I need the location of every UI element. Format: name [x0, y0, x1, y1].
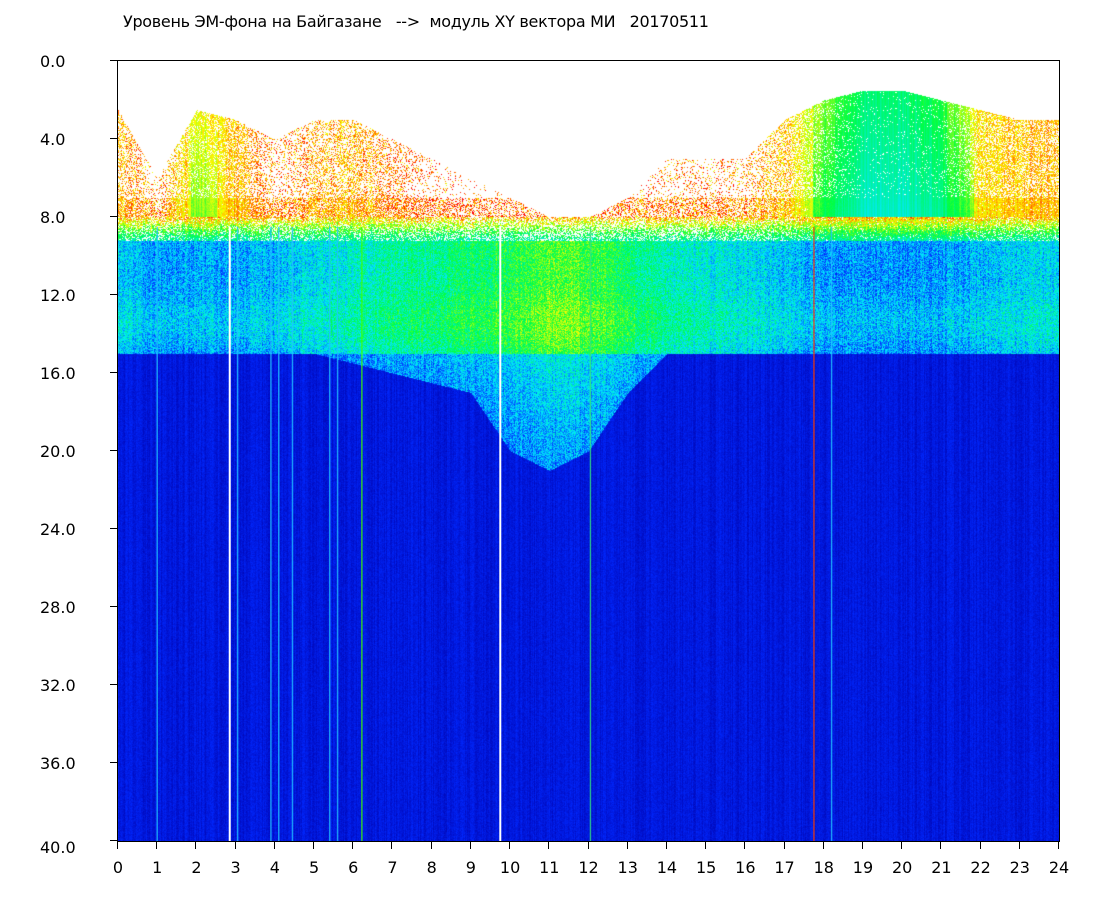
x-tick [430, 841, 432, 849]
y-tick-label: 28.0 [40, 598, 76, 617]
x-tick [117, 841, 118, 849]
plot-area [117, 60, 1060, 842]
x-tick-label: 0 [112, 858, 124, 877]
y-tick [110, 840, 117, 841]
x-tick-label: 12 [578, 858, 599, 877]
x-tick [979, 841, 981, 849]
y-tick [110, 372, 117, 373]
x-tick-label: 15 [695, 858, 717, 877]
x-tick-label: 22 [970, 858, 991, 877]
x-tick [940, 841, 942, 849]
x-tick [901, 841, 903, 849]
x-tick-label: 17 [774, 858, 795, 877]
x-tick [705, 841, 707, 849]
x-tick [548, 841, 550, 849]
chart-title: Уровень ЭМ-фона на Байгазане --> модуль … [123, 12, 709, 31]
x-tick-label: 14 [656, 858, 678, 877]
x-tick-label: 18 [813, 858, 834, 877]
x-tick-label: 7 [387, 858, 398, 877]
y-tick [110, 450, 117, 451]
x-tick [822, 841, 824, 849]
y-tick [110, 60, 117, 61]
x-tick [352, 841, 354, 849]
y-tick-label: 24.0 [40, 520, 76, 539]
x-tick-label: 4 [269, 858, 280, 877]
x-tick-label: 21 [931, 858, 952, 877]
x-tick [195, 841, 197, 849]
y-tick-label: 16.0 [40, 364, 76, 383]
vertical-lines-layer [156, 226, 833, 841]
x-tick [861, 841, 863, 849]
x-tick [626, 841, 628, 849]
y-tick-label: 36.0 [40, 754, 76, 773]
y-tick [110, 216, 117, 217]
x-tick-label: 3 [230, 858, 241, 877]
x-tick-label: 16 [735, 858, 756, 877]
x-tick [273, 841, 275, 849]
x-tick [234, 841, 236, 849]
x-tick-label: 9 [465, 858, 476, 877]
y-tick-label: 20.0 [40, 442, 76, 461]
x-tick-label: 19 [852, 858, 874, 877]
y-tick [110, 606, 117, 607]
y-tick-label: 0.0 [40, 52, 66, 71]
x-tick-label: 11 [539, 858, 560, 877]
x-tick-label: 20 [891, 858, 913, 877]
x-tick-label: 6 [348, 858, 359, 877]
y-tick-label: 8.0 [40, 208, 66, 227]
x-tick-label: 13 [617, 858, 638, 877]
x-tick-label: 10 [499, 858, 521, 877]
x-tick [391, 841, 393, 849]
x-tick-label: 2 [191, 858, 202, 877]
x-tick [509, 841, 511, 849]
y-tick [110, 684, 117, 685]
y-tick [110, 528, 117, 529]
y-tick-label: 12.0 [40, 286, 76, 305]
y-tick-label: 40.0 [40, 838, 76, 857]
x-tick [469, 841, 471, 849]
x-tick [665, 841, 667, 849]
y-tick [110, 294, 117, 295]
x-tick [156, 841, 158, 849]
x-tick [587, 841, 589, 849]
x-tick [1058, 841, 1059, 849]
x-tick [313, 841, 315, 849]
x-tick-label: 23 [1009, 858, 1030, 877]
y-tick [110, 762, 117, 763]
y-tick-label: 4.0 [40, 130, 66, 149]
y-tick [110, 138, 117, 139]
x-tick-label: 24 [1048, 858, 1070, 877]
heatmap-canvas [118, 61, 1059, 841]
x-tick-label: 8 [426, 858, 437, 877]
x-tick [1018, 841, 1020, 849]
y-tick-label: 32.0 [40, 676, 76, 695]
x-tick-label: 1 [152, 858, 163, 877]
x-tick [744, 841, 746, 849]
x-tick [783, 841, 785, 849]
x-tick-label: 5 [308, 858, 320, 877]
